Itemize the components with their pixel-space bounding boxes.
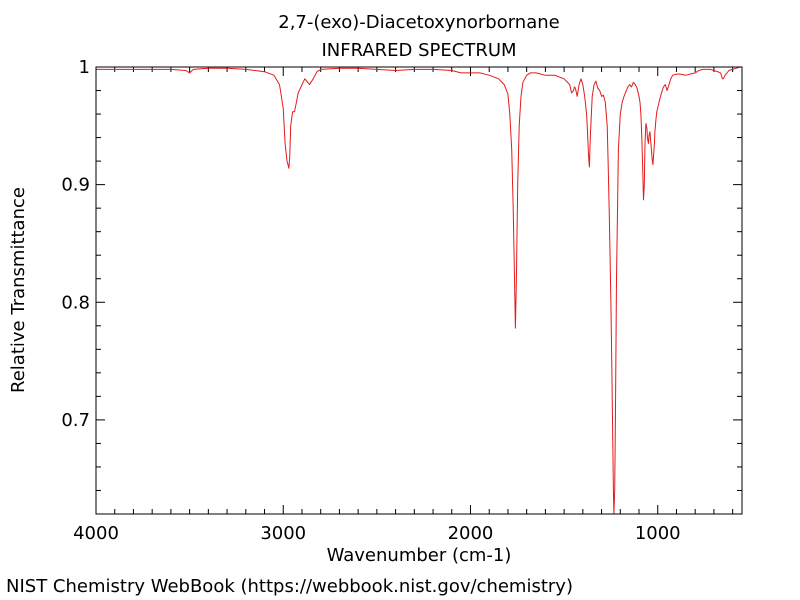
axis-ticks xyxy=(95,66,742,515)
x-axis-label: Wavenumber (cm-1) xyxy=(327,545,512,566)
x-tick-labels: 4000 3000 2000 1000 xyxy=(73,523,681,544)
x-tick-label: 1000 xyxy=(635,523,681,544)
y-tick-label: 0.8 xyxy=(61,292,90,313)
x-tick-label: 3000 xyxy=(260,523,306,544)
y-tick-label: 0.7 xyxy=(61,410,90,431)
y-tick-label: 0.9 xyxy=(61,175,90,196)
y-axis-label: Relative Transmittance xyxy=(8,187,29,393)
chart-title: 2,7-(exo)-Diacetoxynorbornane xyxy=(278,12,559,33)
spectrum-line xyxy=(96,66,742,515)
y-tick-labels: 0.7 0.8 0.9 1 xyxy=(61,57,90,431)
chart-subtitle: INFRARED SPECTRUM xyxy=(321,40,516,61)
y-tick-label: 1 xyxy=(79,57,90,78)
x-tick-label: 4000 xyxy=(73,523,119,544)
x-tick-label: 2000 xyxy=(448,523,494,544)
plot-frame xyxy=(95,66,743,515)
footer-credit: NIST Chemistry WebBook (https://webbook.… xyxy=(6,576,573,597)
